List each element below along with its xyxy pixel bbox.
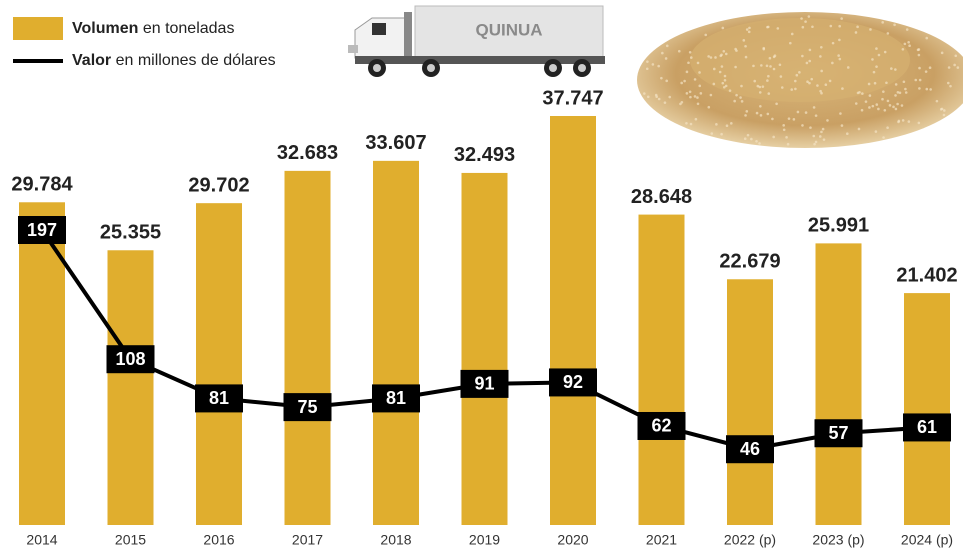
value-label: 108 [115,349,145,369]
value-label: 32.683 [277,142,338,164]
x-tick-label: 2020 [557,532,588,548]
truck-label: QUINUA [475,20,542,39]
x-tick-label: 2015 [115,532,146,548]
bar [108,250,154,525]
x-tick-label: 2016 [203,532,234,548]
x-tick-label: 2014 [26,532,57,548]
x-tick-label: 2024 (p) [901,532,953,548]
x-tick-label: 2017 [292,532,323,548]
value-label: 37.747 [542,87,603,109]
quinoa-illustration [637,12,963,148]
value-label: 92 [563,372,583,392]
value-label: 81 [209,388,229,408]
x-tick-label: 2019 [469,532,500,548]
value-label: 25.991 [808,215,869,237]
bar [196,203,242,525]
value-label: 25.355 [100,222,161,244]
x-tick-label: 2022 (p) [724,532,776,548]
value-label: 75 [297,397,317,417]
value-label: 197 [27,220,57,240]
bar [462,173,508,525]
chart: QUINUA Volumen en toneladas Valor en mil… [0,0,963,551]
x-tick-label: 2023 (p) [812,532,864,548]
x-tick-label: 2021 [646,532,677,548]
value-label: 57 [828,423,848,443]
bar [373,161,419,525]
legend-label: Valor en millones de dólares [72,52,276,69]
value-label: 29.784 [11,174,73,196]
bar [904,293,950,525]
value-label: 91 [474,374,494,394]
bar [727,279,773,525]
value-label: 22.679 [719,251,780,273]
value-label: 28.648 [631,186,692,208]
value-label: 33.607 [365,132,426,154]
truck-illustration: QUINUA [348,6,605,77]
bar [639,215,685,525]
legend-label: Volumen en toneladas [72,20,234,37]
value-label: 61 [917,417,937,437]
bar [816,243,862,525]
value-label: 62 [651,416,671,436]
value-label: 46 [740,439,760,459]
value-label: 32.493 [454,144,515,166]
value-label: 21.402 [896,264,957,286]
bar [285,171,331,525]
value-label: 29.702 [188,174,249,196]
bar [550,116,596,525]
x-tick-label: 2018 [380,532,411,548]
legend-swatch [13,17,63,40]
value-label: 81 [386,388,406,408]
